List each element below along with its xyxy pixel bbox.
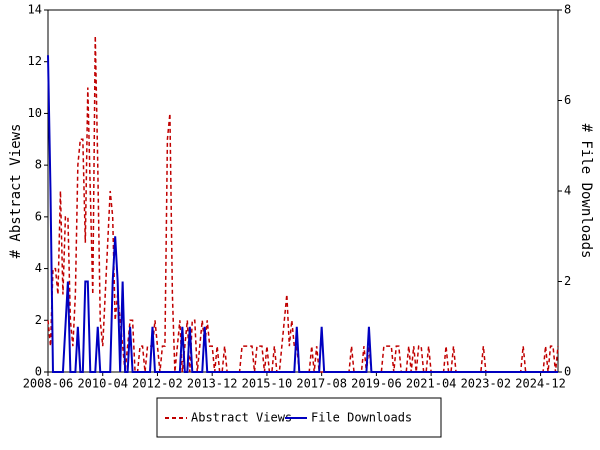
y-tick-label: 0: [35, 365, 42, 379]
x-tick-label: 2012-02: [132, 377, 183, 391]
y2-tick-label: 4: [564, 184, 571, 198]
y-axis-label: # Abstract Views: [8, 124, 24, 259]
y-tick-label: 8: [35, 158, 42, 172]
y2-tick-label: 6: [564, 93, 571, 107]
legend-label: File Downloads: [311, 411, 412, 425]
x-tick-label: 2008-06: [23, 377, 74, 391]
y2-tick-label: 2: [564, 274, 571, 288]
y-tick-label: 10: [28, 106, 42, 120]
y-tick-label: 2: [35, 313, 42, 327]
legend-label: Abstract Views: [191, 411, 292, 425]
y2-axis-label: # File Downloads: [578, 124, 594, 259]
y2-tick-label: 8: [564, 3, 571, 17]
x-tick-label: 2023-02: [461, 377, 512, 391]
x-tick-label: 2017-08: [296, 377, 347, 391]
y2-tick-label: 0: [564, 365, 571, 379]
x-tick-label: 2015-10: [242, 377, 293, 391]
y-tick-label: 12: [28, 54, 42, 68]
y-tick-label: 4: [35, 261, 42, 275]
y-tick-label: 6: [35, 209, 42, 223]
y-tick-label: 14: [28, 3, 42, 17]
x-tick-label: 2013-12: [187, 377, 238, 391]
x-tick-label: 2019-06: [351, 377, 402, 391]
x-tick-label: 2021-04: [406, 377, 457, 391]
x-tick-label: 2010-04: [77, 377, 128, 391]
series-line: [47, 55, 558, 373]
legend-box: [156, 397, 442, 438]
x-tick-label: 2024-12: [515, 377, 566, 391]
